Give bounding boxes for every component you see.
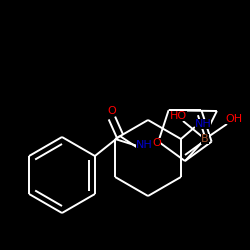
Text: O: O	[108, 106, 116, 116]
Text: HO: HO	[170, 111, 186, 121]
Text: O: O	[152, 138, 161, 148]
Text: NH: NH	[194, 119, 211, 129]
Text: OH: OH	[226, 114, 242, 124]
Text: B: B	[201, 134, 209, 144]
Text: NH: NH	[136, 140, 152, 150]
